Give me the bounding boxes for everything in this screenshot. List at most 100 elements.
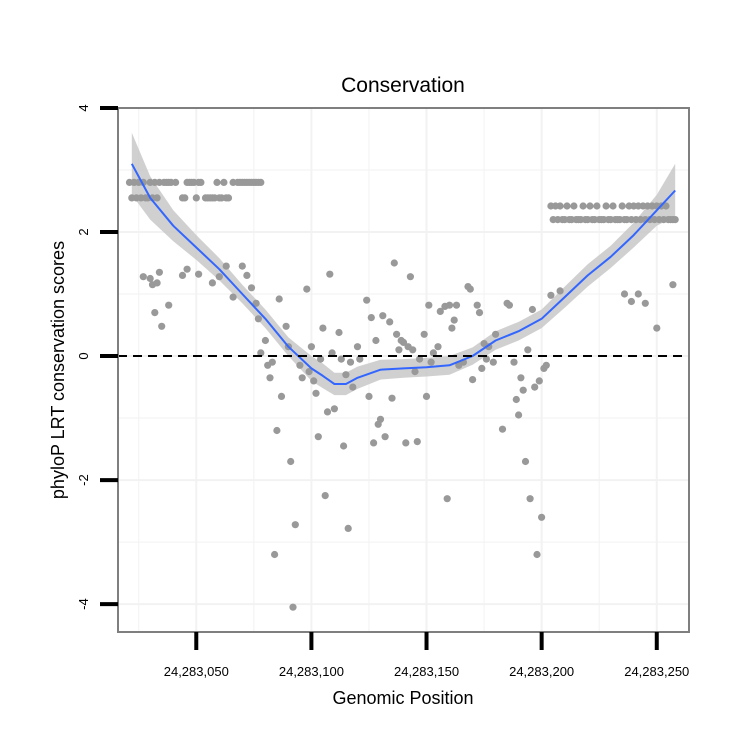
data-point — [524, 346, 532, 354]
data-point — [346, 358, 355, 366]
data-point — [335, 328, 343, 337]
data-point — [344, 524, 352, 533]
data-point — [517, 374, 525, 382]
data-point — [275, 295, 283, 303]
data-point — [498, 425, 507, 433]
data-point — [505, 301, 513, 309]
data-point — [310, 377, 318, 385]
data-point — [563, 202, 571, 210]
data-point — [521, 457, 530, 466]
data-point — [399, 338, 408, 346]
data-point — [365, 392, 373, 400]
data-point — [618, 202, 626, 210]
x-axis: 24,283,050 24,283,100 24,283,150 24,283,200… — [164, 632, 689, 679]
data-point — [139, 273, 147, 281]
data-point — [393, 330, 401, 338]
data-point — [153, 279, 161, 287]
data-point — [363, 296, 371, 304]
y-axis: -4 -2 0 2 4 — [76, 104, 118, 610]
data-point — [151, 309, 159, 317]
x-tick-label: 24,283,100 — [279, 664, 344, 679]
data-point — [172, 178, 180, 186]
data-point — [178, 271, 187, 279]
data-point — [298, 374, 306, 382]
data-point — [627, 297, 636, 306]
plot-frame — [117, 107, 690, 633]
data-point — [349, 383, 357, 391]
data-point — [653, 324, 661, 332]
data-point — [252, 299, 260, 307]
data-point — [390, 259, 398, 267]
data-point — [296, 361, 304, 369]
data-point — [411, 368, 419, 376]
data-point — [268, 358, 276, 366]
data-point — [671, 216, 679, 224]
data-point — [155, 268, 163, 276]
data-point — [337, 355, 345, 363]
data-points-layer — [125, 178, 679, 611]
data-point — [287, 457, 295, 466]
data-point — [289, 603, 297, 611]
data-point — [146, 274, 154, 283]
data-point — [579, 202, 587, 210]
data-point — [492, 330, 500, 338]
data-point — [413, 438, 421, 446]
data-point — [305, 368, 313, 376]
y-tick-label: 2 — [76, 228, 91, 235]
y-tick-label: -4 — [76, 598, 91, 610]
data-point — [257, 349, 265, 357]
data-point — [379, 312, 387, 320]
data-point — [195, 270, 203, 278]
data-point — [273, 426, 281, 435]
data-point — [556, 287, 564, 295]
data-point — [512, 395, 520, 404]
data-point — [222, 262, 230, 270]
data-point — [165, 301, 173, 309]
data-point — [314, 433, 322, 441]
data-point — [307, 343, 315, 351]
data-point — [317, 355, 325, 363]
data-point — [526, 495, 534, 503]
data-point — [381, 433, 389, 441]
data-point — [469, 376, 477, 384]
data-point — [609, 202, 617, 210]
data-point — [586, 202, 594, 210]
data-point — [303, 285, 311, 293]
data-point — [416, 355, 424, 363]
data-point — [475, 309, 484, 317]
x-tick-label: 24,283,250 — [624, 664, 689, 679]
data-point — [215, 273, 223, 281]
data-point — [208, 279, 216, 287]
data-point — [434, 343, 442, 351]
data-point — [220, 178, 228, 186]
data-point — [257, 178, 265, 186]
data-point — [535, 377, 543, 385]
data-point — [312, 389, 320, 397]
data-point — [466, 285, 474, 293]
data-point — [224, 194, 233, 202]
data-point — [353, 343, 362, 351]
data-point — [321, 492, 329, 500]
data-point — [372, 336, 380, 345]
data-point — [395, 346, 403, 354]
data-point — [158, 322, 166, 330]
data-point — [376, 415, 385, 423]
data-point — [515, 411, 523, 419]
data-point — [425, 301, 433, 309]
data-point — [356, 355, 364, 363]
data-point — [323, 408, 332, 416]
data-point — [669, 281, 677, 289]
data-point — [570, 202, 578, 210]
data-point — [450, 316, 458, 324]
data-point — [519, 386, 527, 394]
data-point — [473, 301, 481, 309]
data-point — [556, 202, 564, 210]
data-point — [422, 392, 431, 400]
data-point — [528, 305, 537, 314]
data-point — [247, 284, 256, 292]
data-point — [593, 202, 601, 210]
data-point — [602, 202, 610, 210]
data-point — [183, 265, 191, 273]
data-point — [445, 301, 454, 309]
